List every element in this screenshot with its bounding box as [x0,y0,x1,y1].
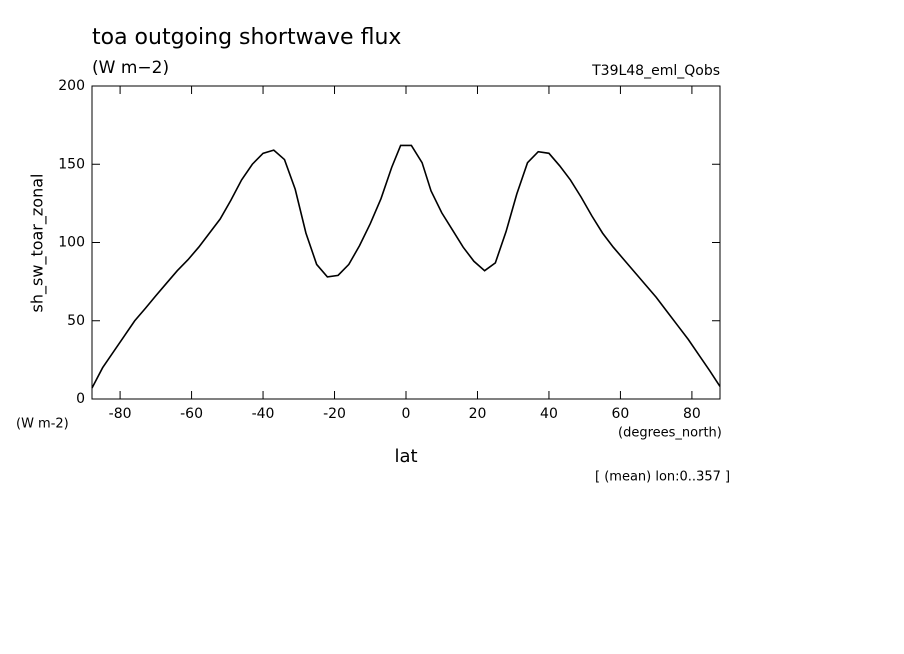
annotation: [ (mean) lon:0..357 ] [595,470,730,485]
y-tick-label: 0 [76,391,85,407]
plot-frame [91,85,721,400]
x-tick-label: 80 [683,406,701,422]
x-tick-label: -80 [109,406,132,422]
x-tick-label: 60 [612,406,630,422]
x-tick-label: -20 [323,406,346,422]
dataset-label: T39L48_eml_Qobs [591,63,720,79]
x-tick-label: 40 [540,406,558,422]
x-tick-label: -60 [180,406,203,422]
y-axis-label: sh_sw_toar_zonal [28,174,48,313]
y-tick-label: 150 [58,156,85,172]
chart-title: toa outgoing shortwave flux [92,25,401,50]
chart-subtitle: (W m−2) [92,58,169,78]
x-tick-label: 20 [469,406,487,422]
x-axis-label: lat [394,446,417,467]
y-tick-label: 50 [67,313,85,329]
y-tick-label: 200 [58,78,85,94]
x-tick-label: 0 [402,406,411,422]
y-units: (W m-2) [16,417,69,432]
x-units: (degrees_north) [618,426,722,441]
line [91,144,721,389]
x-tick-label: -40 [252,406,275,422]
y-tick-label: 100 [58,235,85,251]
